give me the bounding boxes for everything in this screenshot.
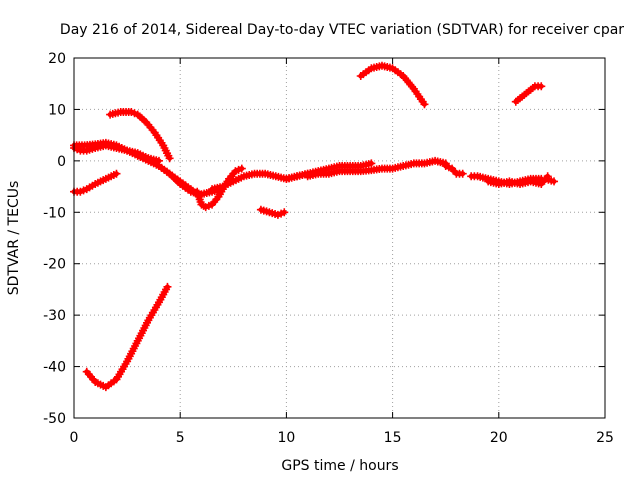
y-tick-label: -50 (43, 411, 66, 427)
series-arc-17 (541, 174, 559, 186)
y-axis-title: SDTVAR / TECUs (6, 181, 22, 296)
x-axis-title: GPS time / hours (281, 458, 398, 474)
y-axis-ticks: -50 -40 -30 -20 -10 0 10 20 (43, 51, 605, 427)
series-arc-9 (256, 205, 289, 219)
plot-frame (73, 57, 606, 419)
series-arc-11 (303, 156, 450, 181)
x-tick-label: 5 (176, 430, 185, 446)
data-point (165, 154, 174, 163)
series-arc-1 (70, 169, 121, 196)
data-point (458, 169, 467, 178)
data-point (237, 164, 246, 173)
series-arc-13 (441, 162, 467, 178)
y-tick-label: -40 (43, 360, 66, 376)
data-point (112, 169, 121, 178)
series-arc-5 (82, 282, 172, 392)
data-point (280, 208, 289, 217)
chart-title: Day 216 of 2014, Sidereal Day-to-day VTE… (60, 22, 624, 38)
grid-lines (74, 58, 605, 418)
x-tick-label: 0 (70, 430, 79, 446)
x-tick-label: 15 (384, 430, 402, 446)
data-point (550, 177, 559, 186)
y-tick-label: -10 (43, 205, 66, 221)
x-tick-label: 20 (490, 430, 508, 446)
series-arc-16 (511, 82, 546, 106)
series-arc-12 (356, 61, 429, 109)
y-tick-label: 10 (48, 102, 66, 118)
x-tick-label: 25 (596, 430, 614, 446)
y-tick-label: 20 (48, 51, 66, 67)
y-tick-label: 0 (57, 154, 66, 170)
x-axis-ticks: 0 5 10 15 20 25 (70, 58, 614, 446)
data-point (367, 159, 376, 168)
data-point (537, 82, 546, 91)
x-tick-label: 10 (277, 430, 295, 446)
series-arc-4 (106, 108, 174, 163)
y-tick-label: -30 (43, 308, 66, 324)
y-tick-label: -20 (43, 257, 66, 273)
data-point (420, 100, 429, 109)
data-point (163, 282, 172, 291)
data-points (70, 61, 559, 392)
